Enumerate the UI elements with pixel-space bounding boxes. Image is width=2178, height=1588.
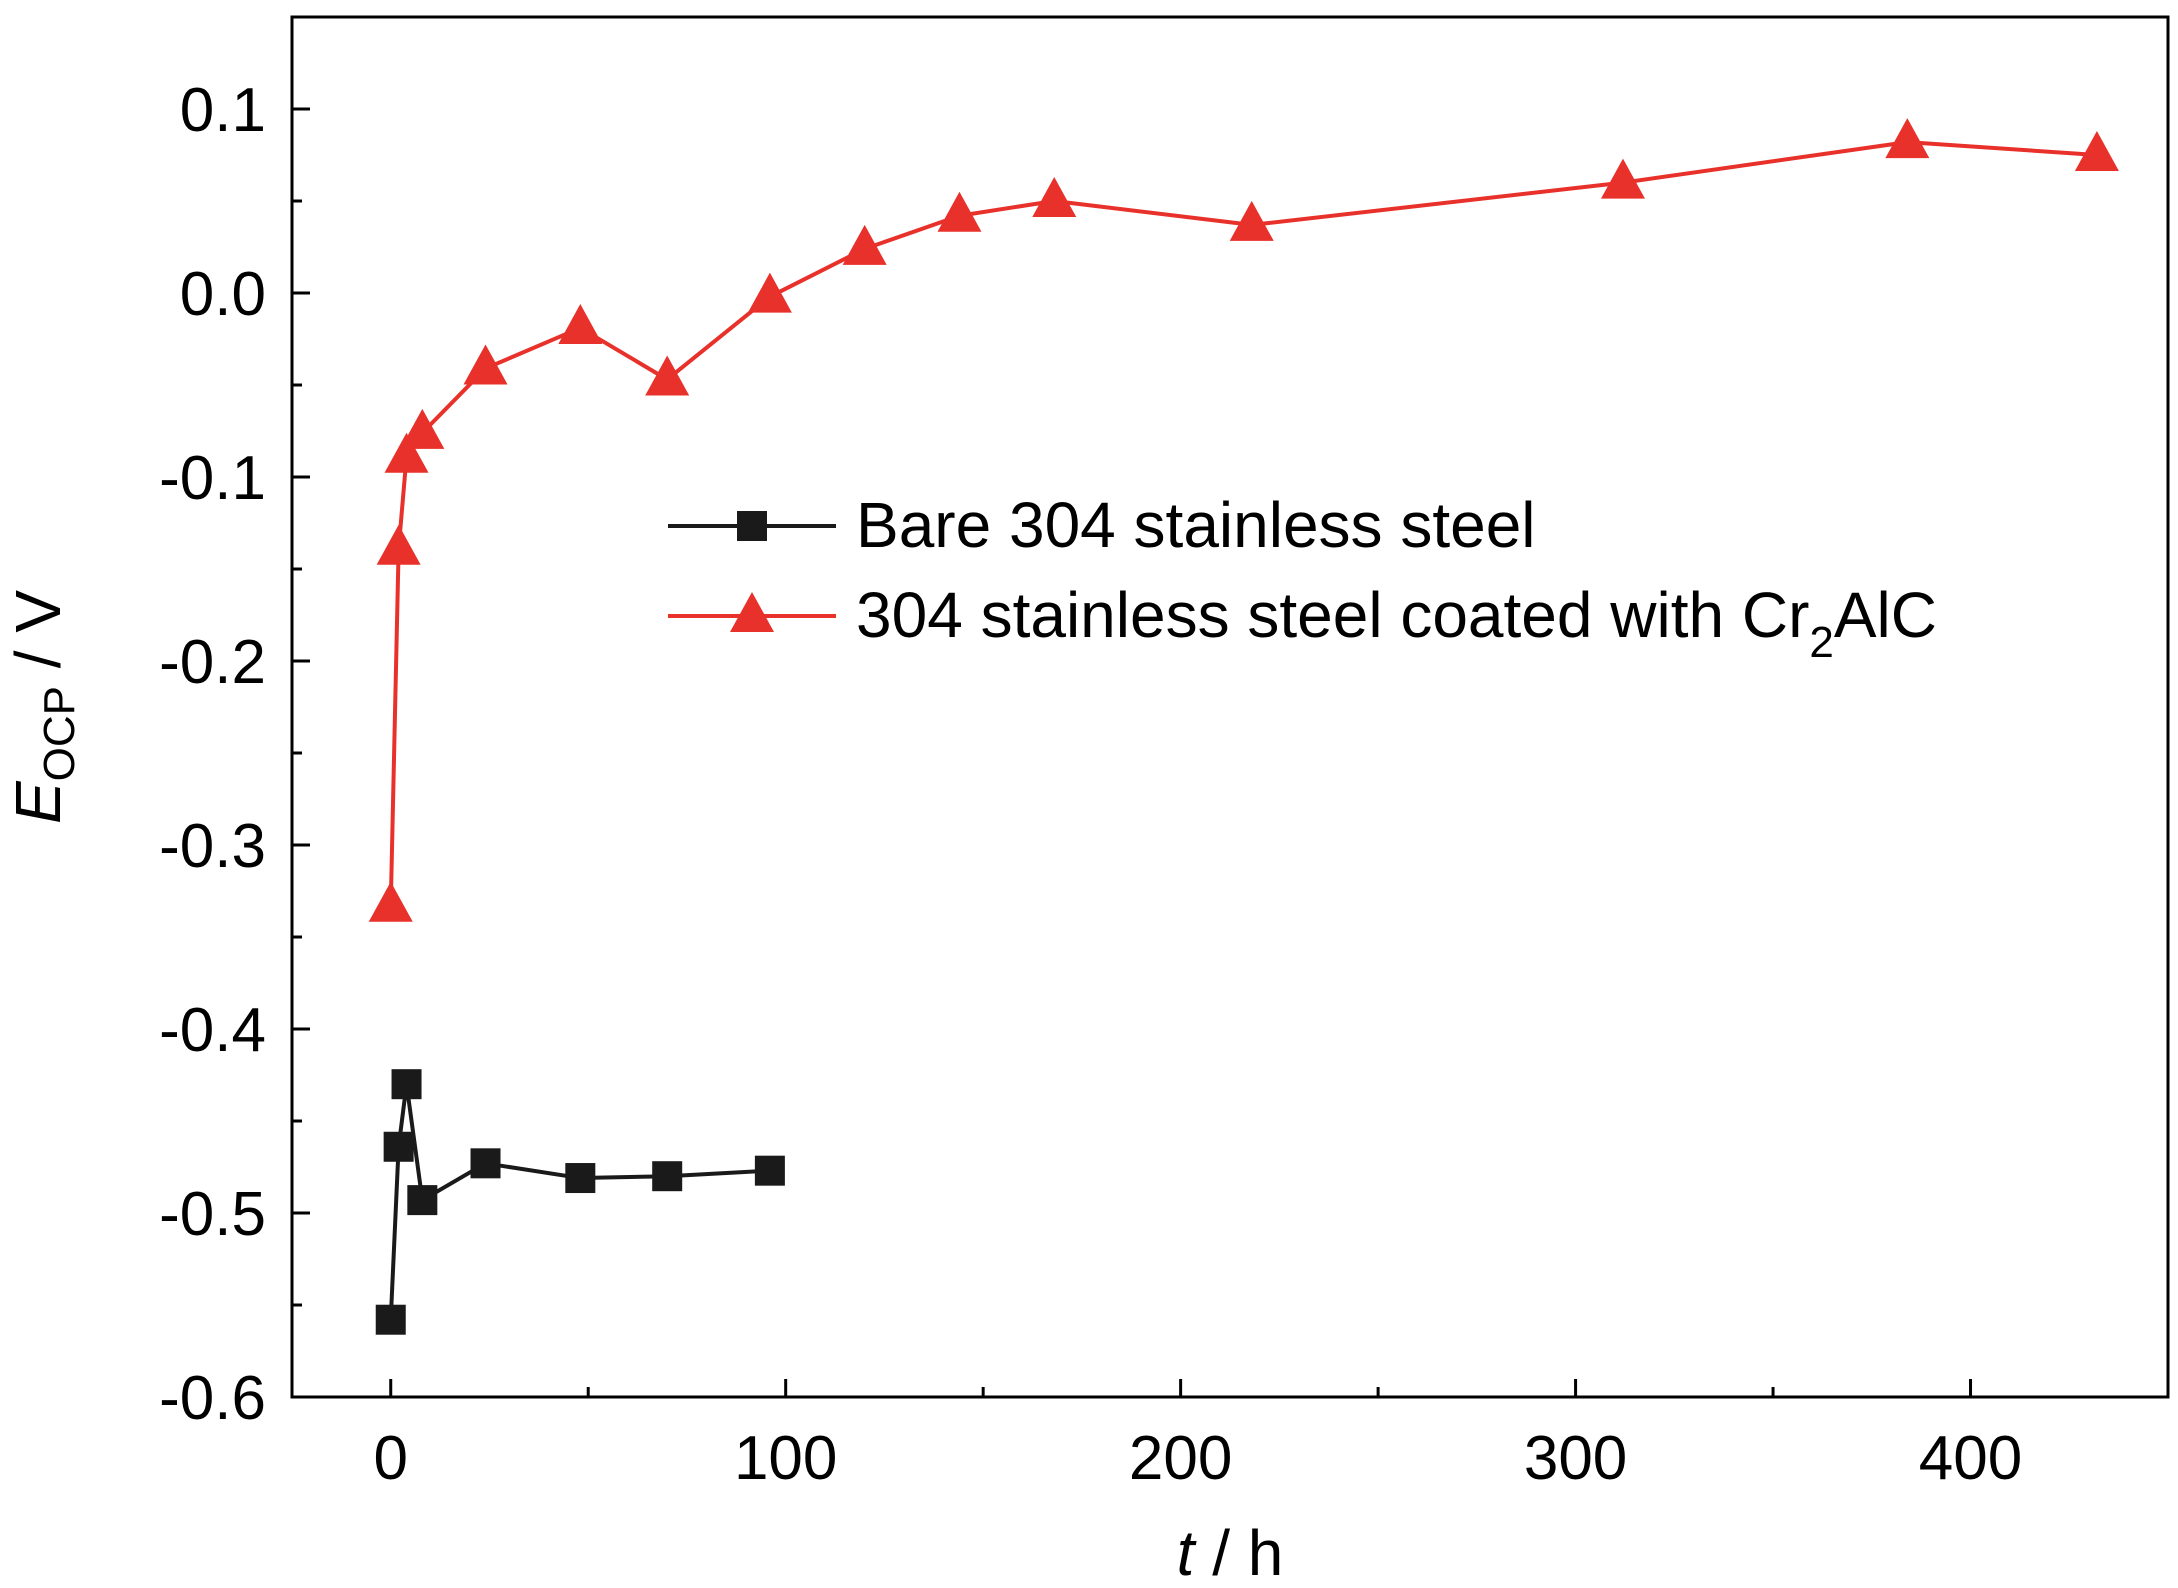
y-tick-label: -0.5 [159,1180,266,1249]
y-axis-title: EOCP / V [2,590,84,824]
data-point-triangle [1229,200,1274,241]
x-tick-label: 0 [373,1424,407,1493]
y-tick-label: -0.2 [159,628,266,697]
legend-label-coated-sub: 2 [1809,618,1833,667]
y-axis-subscript: OCP [35,686,84,781]
y-tick-labels: -0.6 -0.5 -0.4 -0.3 -0.2 -0.1 0.0 0.1 [159,76,266,1433]
data-point-triangle [558,303,603,344]
x-tick-labels: 0 100 200 300 400 [373,1424,2022,1493]
data-point-square [652,1161,683,1192]
data-point-triangle [937,191,982,232]
data-point-square [383,1131,414,1162]
data-point-square [565,1163,596,1194]
plot-frame [290,15,2170,1399]
y-tick-label: 0.0 [180,260,266,329]
data-point-triangle [376,524,421,565]
data-point-triangle [368,881,413,922]
series-layer [368,118,2119,1335]
axis-ticks [292,107,1973,1399]
legend-label-coated-pre: 304 stainless steel coated with Cr [856,579,1809,651]
data-point-triangle [2074,131,2119,171]
data-point-triangle [384,432,429,473]
data-point-square [407,1185,438,1216]
y-axis-unit: / V [2,590,74,686]
legend-label-coated-post: AlC [1834,579,1937,651]
x-axis-unit: / h [1194,1517,1283,1588]
y-tick-label: -0.6 [159,1364,266,1433]
y-tick-label: -0.4 [159,996,266,1065]
legend-label-bare: Bare 304 stainless steel [856,489,1536,561]
y-tick-label: -0.3 [159,812,266,881]
data-point-square [470,1148,501,1179]
legend-symbol-bare [668,511,836,541]
data-point-triangle [842,224,887,265]
data-point-triangle [400,408,445,449]
x-axis-title: t / h [1177,1517,1284,1588]
data-point-triangle [463,344,508,385]
x-tick-label: 200 [1129,1424,1232,1493]
data-point-triangle [1885,118,1930,159]
legend-marker [730,592,774,632]
data-point-triangle [747,272,792,313]
series-line [388,1082,770,1320]
legend: Bare 304 stainless steel 304 stainless s… [668,489,1937,667]
legend-label-coated: 304 stainless steel coated with Cr2AlC [856,579,1937,667]
series-1 [368,118,2119,922]
data-point-triangle [645,355,690,396]
legend-label-bare-text: Bare 304 stainless steel [856,489,1536,561]
y-axis-variable: E [2,780,74,824]
data-point-square [375,1304,406,1335]
legend-marker [737,511,767,541]
y-tick-label: 0.1 [180,76,266,145]
legend-symbol-coated [668,592,836,632]
x-tick-label: 400 [1919,1424,2022,1493]
y-tick-label: -0.1 [159,444,266,513]
data-point-triangle [1600,158,1645,199]
data-point-square [391,1069,422,1100]
data-point-triangle [1032,177,1077,217]
x-tick-label: 100 [734,1424,837,1493]
x-axis-variable: t [1177,1517,1197,1588]
data-point-square [754,1155,785,1186]
series-0 [375,1069,785,1335]
x-tick-label: 300 [1524,1424,1627,1493]
